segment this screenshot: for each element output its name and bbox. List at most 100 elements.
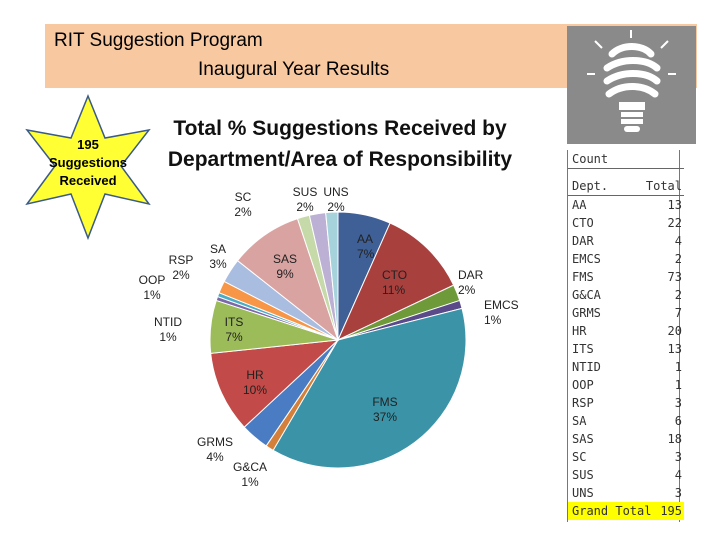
- slice-label: SC: [235, 190, 252, 204]
- table-row: G&CA 2: [568, 286, 684, 304]
- table-cell-dept: UNS: [572, 486, 594, 500]
- table-row: EMCS 2: [568, 250, 684, 268]
- table-row: CTO 22: [568, 214, 684, 232]
- table-cell-dept: FMS: [572, 270, 594, 284]
- slice-label: RSP: [169, 253, 194, 267]
- slice-percent: 4%: [206, 450, 224, 464]
- table-cell-total: 2: [674, 288, 682, 302]
- slice-percent: 1%: [159, 330, 177, 344]
- slice-label: EMCS: [484, 298, 519, 312]
- slice-label: NTID: [154, 315, 182, 329]
- table-row: SA 6: [568, 412, 684, 430]
- table-cell-dept: SC: [572, 450, 587, 464]
- pie-slice-uns: [325, 211, 339, 341]
- starburst-text: 195 Suggestions Received: [13, 136, 163, 190]
- slice-label: AA: [357, 232, 373, 246]
- table-row: GRMS 7: [568, 304, 684, 322]
- grand-total-label: Grand Total: [572, 504, 652, 518]
- table-cell-total: 7: [674, 306, 682, 320]
- slice-percent: 2%: [296, 200, 314, 214]
- pie-slice-cto: [336, 222, 455, 342]
- table-cell-dept: AA: [572, 198, 587, 212]
- slice-percent: 9%: [276, 267, 294, 281]
- table-row: SAS 18: [568, 430, 684, 448]
- table-row: NTID 1: [568, 358, 684, 376]
- table-cell-total: 4: [674, 234, 682, 248]
- table-cell-dept: SA: [572, 414, 587, 428]
- table-cell-total: 3: [674, 396, 682, 410]
- table-cell-dept: ITS: [572, 342, 594, 356]
- slice-label: UNS: [323, 185, 348, 199]
- slice-percent: 2%: [172, 268, 190, 282]
- col-dept: Dept.: [572, 179, 609, 193]
- table-cell-dept: RSP: [572, 396, 594, 410]
- slice-percent: 7%: [357, 247, 375, 261]
- slice-percent: 3%: [209, 257, 227, 271]
- table-cell-dept: OOP: [572, 378, 594, 392]
- table-cell-dept: NTID: [572, 360, 601, 374]
- slice-label: SUS: [293, 185, 318, 199]
- table-column-headers: Dept. Total: [568, 177, 684, 196]
- starburst-badge: [13, 94, 163, 242]
- slice-percent: 2%: [458, 283, 476, 297]
- table-cell-dept: SAS: [572, 432, 594, 446]
- slice-label: SAS: [273, 252, 297, 266]
- table-cell-dept: G&CA: [572, 288, 601, 302]
- slice-percent: 10%: [243, 383, 267, 397]
- slice-label: HR: [246, 368, 264, 382]
- table-cell-total: 20: [667, 324, 682, 338]
- slice-percent: 1%: [143, 288, 161, 302]
- slice-percent: 1%: [241, 475, 259, 489]
- slice-label: DAR: [458, 268, 484, 282]
- slice-label: FMS: [372, 395, 397, 409]
- pie-slice-hr: [210, 339, 340, 428]
- grand-total-value: 195: [660, 504, 682, 518]
- table-row: SC 3: [568, 448, 684, 466]
- slice-label: ITS: [225, 315, 244, 329]
- table-cell-dept: CTO: [572, 216, 594, 230]
- table-border-right: [679, 150, 680, 522]
- table-cell-dept: EMCS: [572, 252, 601, 266]
- table-cell-total: 22: [667, 216, 682, 230]
- table-cell-total: 73: [667, 270, 682, 284]
- chart-title-line2: Department/Area of Responsibility: [167, 148, 513, 171]
- table-row: DAR 4: [568, 232, 684, 250]
- table-row: SUS 4: [568, 466, 684, 484]
- table-row: RSP 3: [568, 394, 684, 412]
- banner-title: RIT Suggestion Program: [54, 30, 263, 51]
- slice-label: CTO: [382, 268, 407, 282]
- table-cell-total: 13: [667, 198, 682, 212]
- table-cell-total: 3: [674, 450, 682, 464]
- star-line3: Received: [59, 173, 117, 188]
- slice-percent: 2%: [234, 205, 252, 219]
- slice-percent: 2%: [327, 200, 345, 214]
- slice-percent: 11%: [382, 283, 405, 297]
- slice-label: OOP: [139, 273, 166, 287]
- table-cell-total: 2: [674, 252, 682, 266]
- table-cell-dept: GRMS: [572, 306, 601, 320]
- chart-title-line1: Total % Suggestions Received by: [173, 117, 507, 140]
- table-row: AA 13: [568, 196, 684, 214]
- slice-label: SA: [210, 242, 226, 256]
- table-header: Count: [568, 150, 684, 169]
- table-cell-total: 3: [674, 486, 682, 500]
- slice-percent: 37%: [373, 410, 397, 424]
- table-cell-total: 1: [674, 378, 682, 392]
- table-cell-total: 6: [674, 414, 682, 428]
- star-line2: Suggestions: [48, 155, 127, 170]
- count-table: Count Dept. Total AA 13 CTO 22 DAR 4 EMCS 2 FMS 7…: [568, 150, 684, 520]
- table-row: HR 20: [568, 322, 684, 340]
- table-cell-total: 13: [667, 342, 682, 356]
- table-cell-total: 4: [674, 468, 682, 482]
- slice-percent: 1%: [484, 313, 502, 327]
- slice-label: GRMS: [197, 435, 233, 449]
- grand-total-row: Grand Total 195: [568, 502, 684, 520]
- lightbulb-icon: [567, 26, 696, 144]
- table-row: FMS 73: [568, 268, 684, 286]
- slice-percent: 7%: [225, 330, 243, 344]
- table-cell-dept: HR: [572, 324, 587, 338]
- chart-title: Total % Suggestions Received by Departme…: [140, 113, 540, 175]
- star-count: 195: [77, 137, 99, 152]
- col-total: Total: [645, 179, 682, 193]
